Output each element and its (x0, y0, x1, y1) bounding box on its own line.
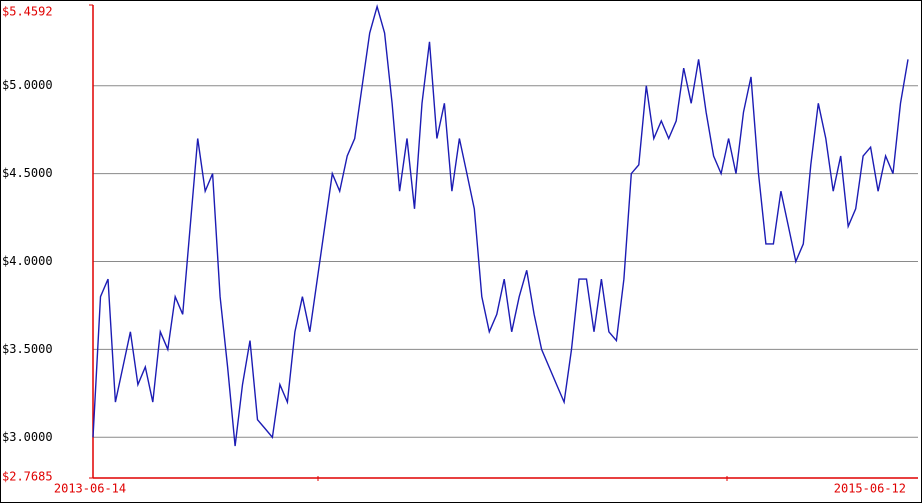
x-tick-label: 2015-06-12 (834, 482, 906, 496)
y-tick-label: $2.7685 (2, 470, 53, 484)
y-tick-label: $5.4592 (2, 5, 53, 19)
y-tick-label: $3.0000 (2, 430, 53, 444)
y-tick-label: $5.0000 (2, 78, 53, 92)
y-tick-label: $3.5000 (2, 342, 53, 356)
x-tick-label: 2013-06-14 (54, 482, 126, 496)
price-line (92, 4, 909, 447)
y-tick-label: $4.0000 (2, 254, 53, 268)
y-tick-label: $4.5000 (2, 166, 53, 180)
